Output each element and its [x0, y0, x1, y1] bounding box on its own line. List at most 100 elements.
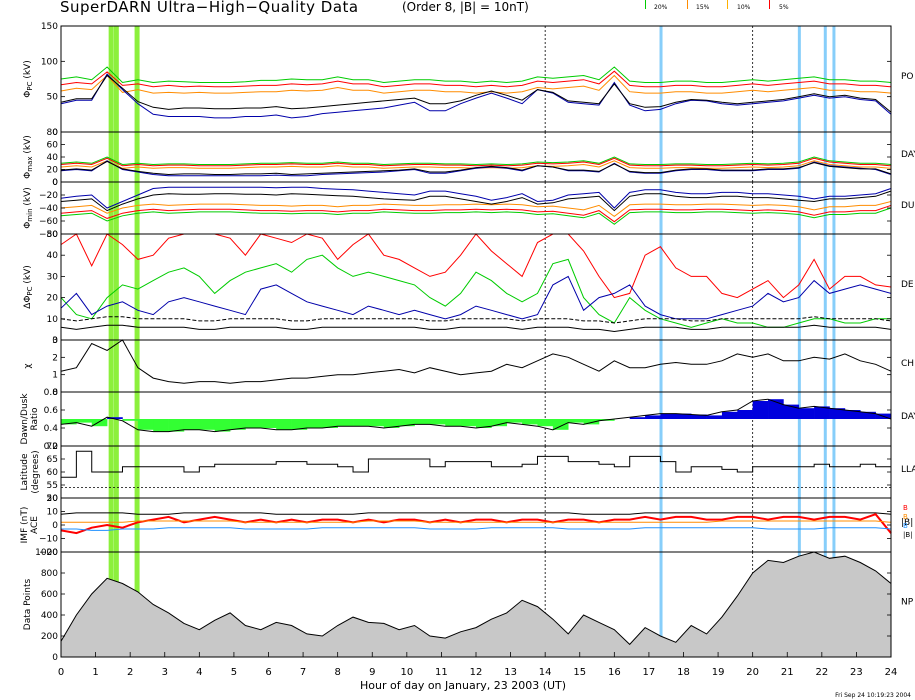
- y-tick-label: 40: [47, 251, 59, 261]
- y-tick-label: 50: [47, 230, 59, 240]
- ratio-fill-segment: [76, 419, 93, 423]
- y-axis-label-imf: IMF (nT): [20, 507, 30, 544]
- ratio-fill-segment: [276, 419, 292, 430]
- series-line-phi_min-4: [60, 190, 892, 212]
- ratio-fill-segment: [353, 419, 369, 427]
- series-line-phi_min-2: [60, 201, 892, 218]
- ratio-fill-segment: [368, 419, 385, 427]
- side-label-ratio: DAY: [901, 412, 915, 422]
- x-tick-label: 19: [712, 667, 725, 678]
- x-tick-label: 23: [850, 667, 863, 678]
- y-tick-label: 400: [41, 611, 58, 621]
- ratio-fill-segment: [645, 415, 661, 419]
- data-points-area: [61, 552, 891, 657]
- ratio-fill-segment: [506, 419, 523, 423]
- y-tick-label: 20: [47, 294, 59, 304]
- ratio-fill-segment: [61, 419, 77, 425]
- y-axis-label-phi_min: Φmin (kV): [23, 187, 34, 229]
- imf-legend-entry: B: [903, 522, 908, 530]
- ratio-fill-segment: [399, 419, 415, 427]
- ratio-fill-segment: [522, 419, 538, 425]
- x-tick-label: 5: [231, 667, 237, 678]
- series-line-imf-1: [60, 513, 892, 535]
- ratio-fill-segment: [660, 413, 677, 419]
- y-axis-label-unit: (kV): [23, 265, 33, 286]
- x-tick-label: 14: [539, 667, 552, 678]
- series-line-dphi-4: [60, 316, 892, 324]
- series-line-dphi-2: [60, 275, 892, 320]
- ratio-fill-segment: [168, 419, 185, 432]
- y-tick-label: 0: [52, 336, 58, 346]
- legend-entry-label: 15%: [696, 4, 710, 11]
- series-line-chi-0: [60, 339, 892, 384]
- y-axis-label-line2-ratio: Ratio: [30, 407, 40, 431]
- highlight-band-green: [113, 26, 119, 657]
- ratio-fill-segment: [491, 419, 508, 427]
- x-tick-label: 16: [608, 667, 621, 678]
- series-line-phi_pc-4: [60, 74, 892, 113]
- y-tick-label: 0: [52, 521, 58, 531]
- legend-entry-label: 20%: [654, 4, 668, 11]
- footer-timestamp: Fri Sep 24 10:19:23 2004: [835, 692, 911, 699]
- x-tick-label: 22: [815, 667, 828, 678]
- y-tick-label: 800: [41, 569, 58, 579]
- x-tick-label: 4: [196, 667, 202, 678]
- side-label-phi_max: DAY: [901, 150, 915, 160]
- panel-frame-phi_max: [60, 131, 892, 183]
- y-tick-label: −10: [39, 535, 58, 545]
- legend-tick: [727, 0, 728, 9]
- x-tick-label: 20: [746, 667, 759, 678]
- y-tick-label: 150: [41, 22, 58, 32]
- series-line-dphi-3: [60, 324, 892, 333]
- y-tick-label: 1: [52, 371, 58, 381]
- ratio-fill-segment: [245, 419, 262, 428]
- y-tick-label: 1000: [35, 548, 58, 558]
- ratio-fill-segment: [153, 419, 169, 432]
- series-line-lat-0: [61, 450, 892, 478]
- ratio-fill-segment: [183, 419, 200, 430]
- y-axis-label-ratio: Dawn/Dusk: [20, 393, 30, 445]
- series-line-phi_min-3: [60, 186, 892, 209]
- ratio-fill-segment: [260, 419, 277, 428]
- legend-tick: [687, 0, 688, 9]
- y-tick-label: 100: [41, 57, 58, 67]
- ratio-fill-segment: [721, 411, 738, 419]
- x-tick-label: 0: [58, 667, 64, 678]
- panel-frame-phi_min: [60, 181, 892, 235]
- ratio-fill-segment: [476, 419, 492, 428]
- x-tick-label: 12: [470, 667, 483, 678]
- y-axis-label-phi_pc: ΦPC (kV): [23, 60, 34, 97]
- ratio-fill-segment: [675, 413, 692, 419]
- series-line-dphi-0: [60, 233, 892, 299]
- ratio-fill-segment: [629, 417, 646, 419]
- y-tick-label: −20: [39, 548, 58, 558]
- x-tick-label: 13: [504, 667, 517, 678]
- y-axis-label-lat: Latitude: [20, 453, 30, 491]
- legend-tick: [645, 0, 646, 9]
- y-tick-label: 65: [47, 455, 58, 465]
- side-label-imf: |B|: [901, 518, 913, 528]
- y-axis-label-unit: (kV): [23, 187, 33, 208]
- y-tick-label: 600: [41, 590, 58, 600]
- y-tick-label: 2: [52, 353, 58, 363]
- ratio-fill-segment: [337, 419, 354, 427]
- ratio-fill-segment: [706, 415, 723, 419]
- ratio-fill-segment: [214, 419, 231, 432]
- y-axis-label-subscript: max: [26, 156, 34, 171]
- y-tick-label: 200: [41, 632, 58, 642]
- series-line-phi_max-3: [60, 160, 892, 177]
- x-tick-label: 18: [677, 667, 690, 678]
- ratio-fill-segment: [860, 411, 876, 419]
- y-tick-label: 40: [47, 153, 59, 163]
- x-tick-label: 7: [300, 667, 306, 678]
- y-tick-label: 3: [52, 336, 58, 346]
- y-tick-label: 10: [47, 508, 59, 518]
- y-tick-label: 0: [52, 388, 58, 398]
- y-tick-label: 0: [52, 178, 58, 188]
- y-tick-label: 0.4: [44, 424, 59, 434]
- y-tick-label: 0.2: [44, 442, 58, 452]
- ratio-fill-segment: [829, 408, 846, 419]
- series-line-phi_max-0: [60, 156, 892, 166]
- highlight-band-green: [134, 26, 140, 657]
